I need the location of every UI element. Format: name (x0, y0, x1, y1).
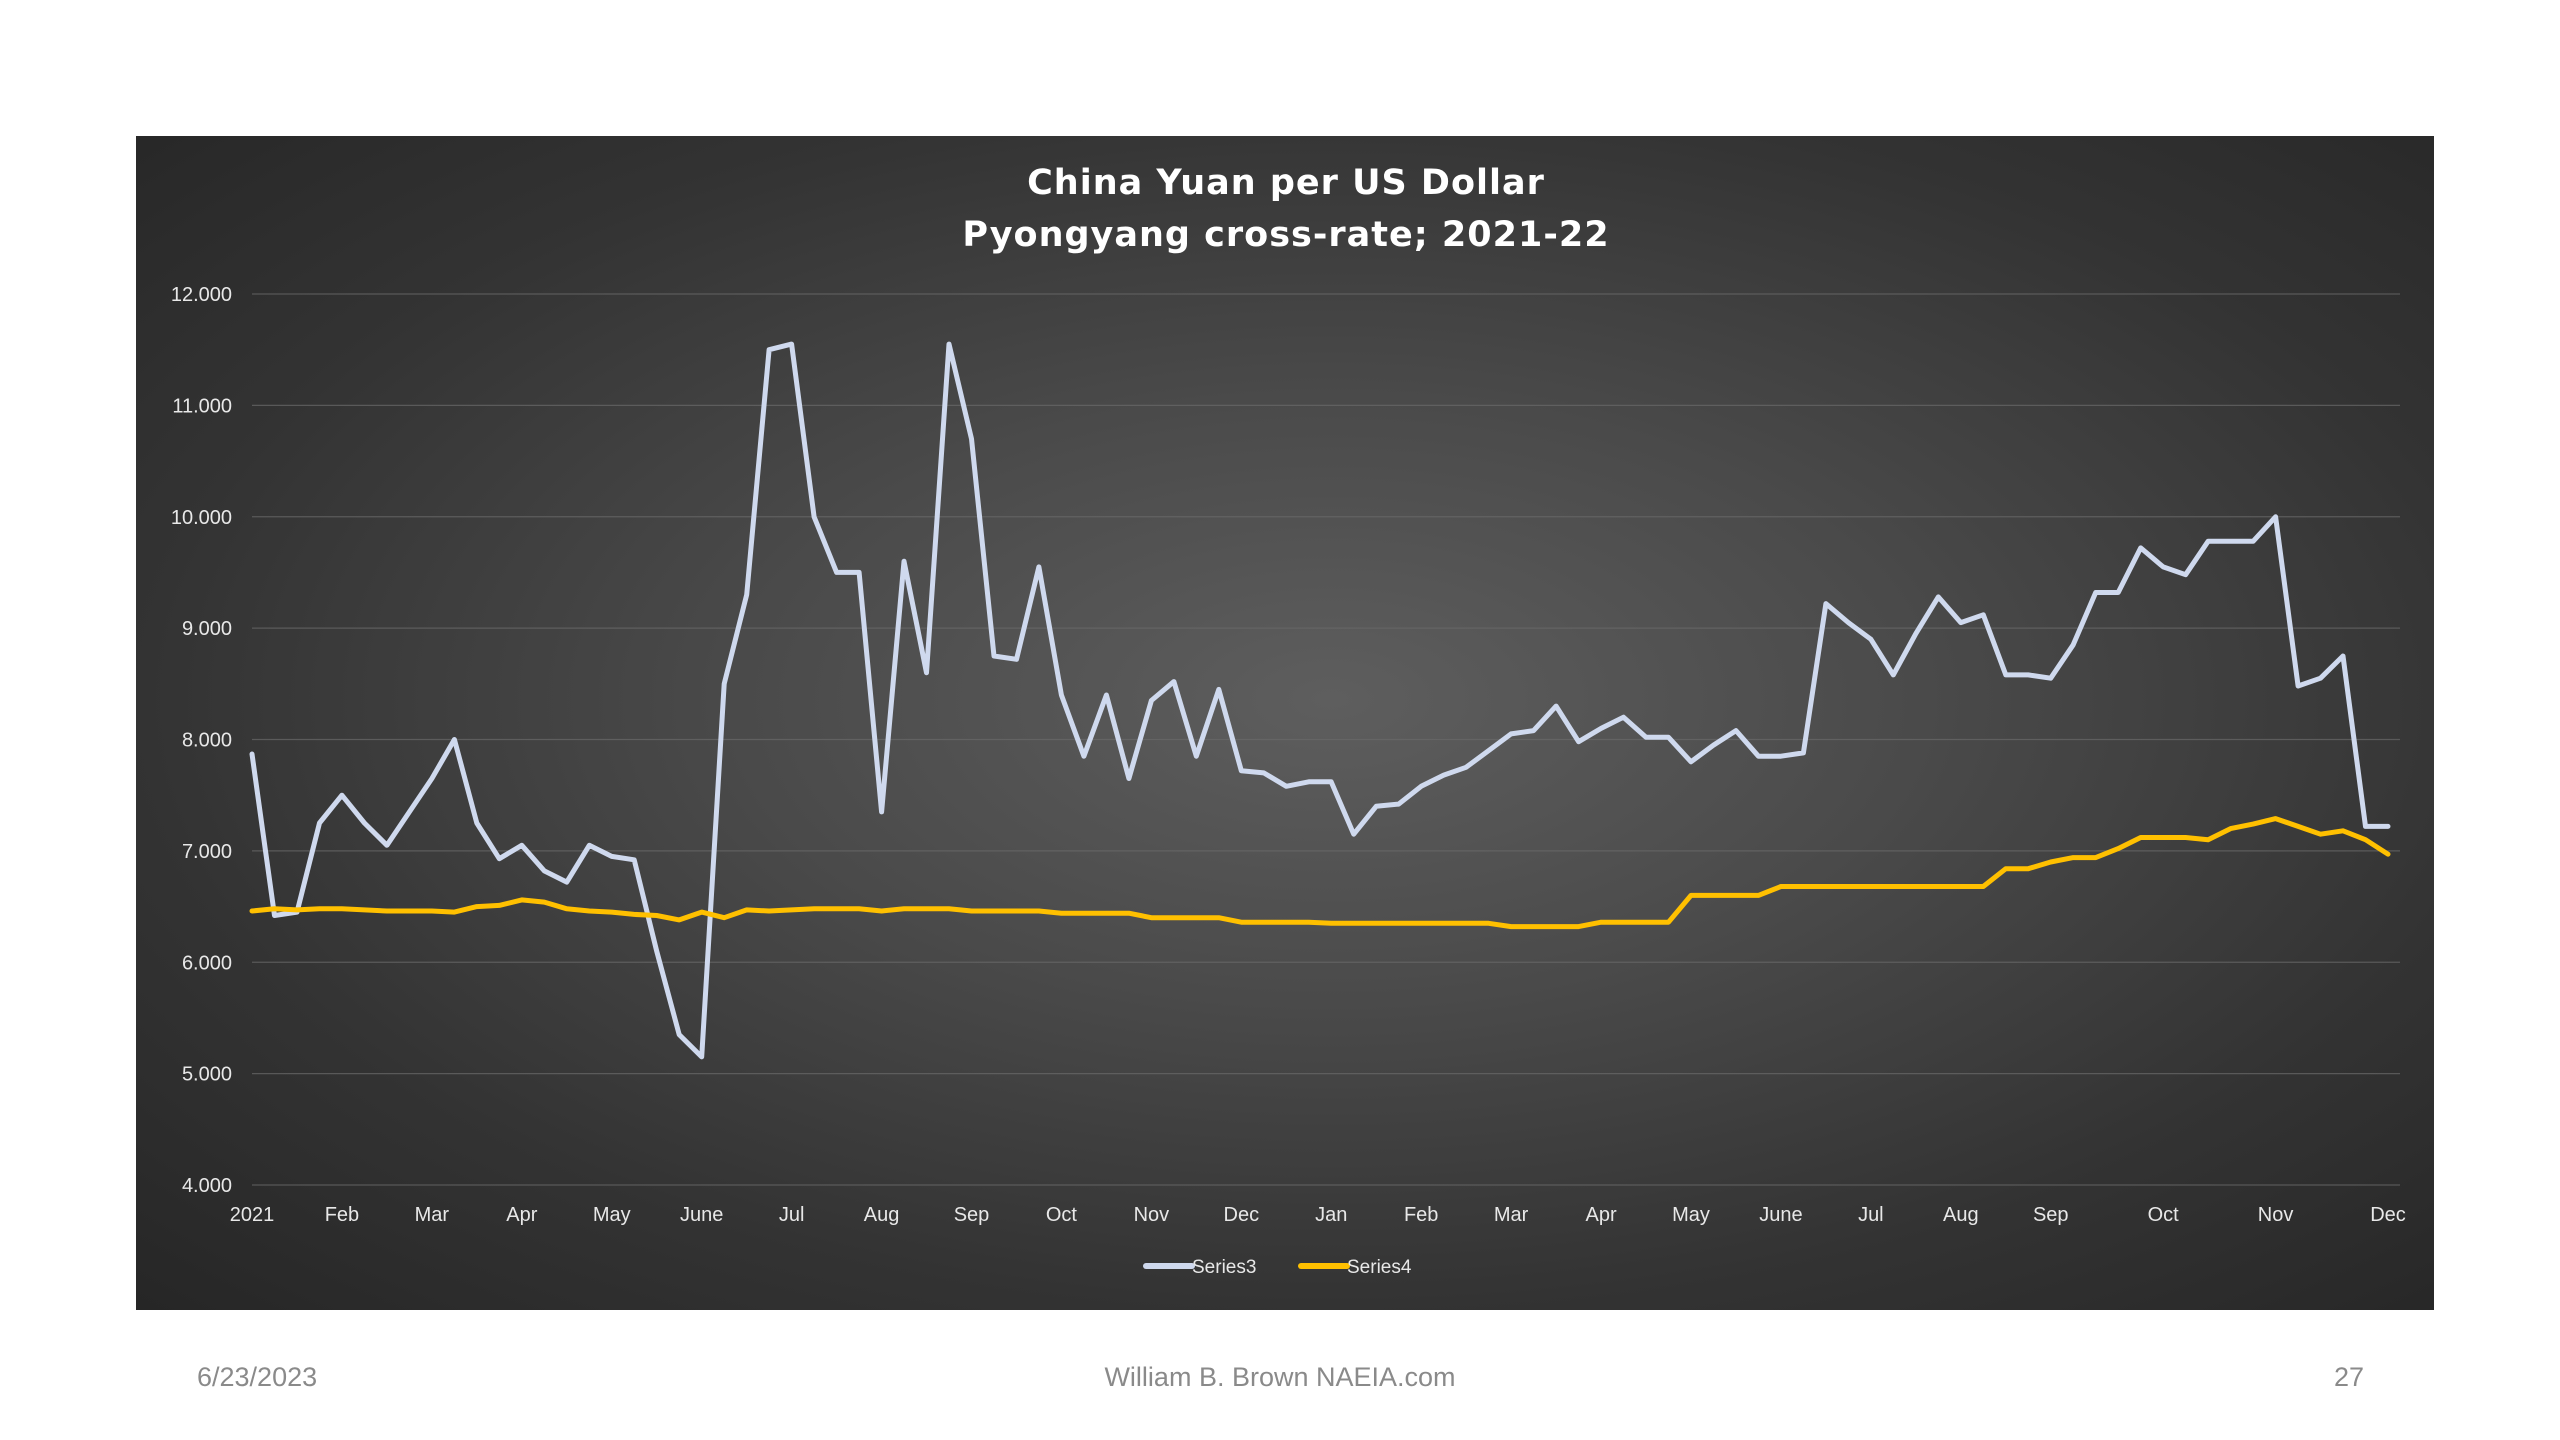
y-tick-label: 7.000 (182, 841, 232, 863)
gridlines (252, 293, 2400, 1186)
x-tick-label: Oct (1046, 1204, 1078, 1226)
x-axis-tick-labels: 2021 Feb Mar Apr May June Jul Aug Sep Oct Nov Dec Ja… (230, 1204, 2406, 1226)
y-tick-label: 11.000 (172, 395, 232, 417)
x-tick-label: Dec (1224, 1204, 1260, 1226)
chart-panel: 4.000 5.000 6.000 7.000 8.000 9.000 10.000 11.0… (136, 136, 2434, 1310)
footer-date: 6/23/2023 (197, 1362, 318, 1392)
x-tick-label: Jul (779, 1204, 805, 1226)
x-tick-label: Oct (2148, 1204, 2180, 1226)
footer-author: William B. Brown NAEIA.com (1104, 1362, 1456, 1392)
x-tick-label: Jul (1858, 1204, 1884, 1226)
chart-title-line-1: China Yuan per US Dollar (1027, 163, 1545, 203)
chart-title-line-2: Pyongyang cross-rate; 2021-22 (962, 215, 1609, 255)
x-tick-label: May (593, 1204, 631, 1226)
x-tick-label: Nov (2258, 1204, 2294, 1226)
x-tick-label: Aug (864, 1204, 900, 1226)
line-chart: 4.000 5.000 6.000 7.000 8.000 9.000 10.000 11.0… (171, 163, 2406, 1278)
series-lines (249, 341, 2391, 1060)
y-axis-tick-labels: 4.000 5.000 6.000 7.000 8.000 9.000 10.000 11.0… (171, 284, 232, 1197)
x-tick-label: Feb (325, 1204, 359, 1226)
footer-page-number: 27 (2333, 1362, 2364, 1392)
y-tick-label: 9.000 (182, 618, 232, 640)
x-tick-label: Nov (1134, 1204, 1170, 1226)
y-tick-label: 12.000 (171, 284, 232, 306)
legend-label-series4: Series4 (1347, 1257, 1412, 1278)
x-tick-label: Feb (1404, 1204, 1438, 1226)
x-tick-label: June (1759, 1204, 1802, 1226)
x-tick-label: Sep (954, 1204, 990, 1226)
x-tick-label: Jan (1315, 1204, 1347, 1226)
x-tick-label: Dec (2370, 1204, 2406, 1226)
legend: Series3 Series4 (1143, 1257, 1412, 1278)
legend-label-series3: Series3 (1192, 1257, 1256, 1278)
y-tick-label: 5.000 (182, 1064, 232, 1086)
chart-title: China Yuan per US Dollar Pyongyang cross-… (962, 163, 1609, 255)
x-tick-label: Sep (2033, 1204, 2069, 1226)
x-tick-label: Apr (506, 1204, 537, 1226)
series-line-series4 (249, 816, 2391, 930)
series-line-series3 (249, 341, 2391, 1060)
x-tick-label: Apr (1585, 1204, 1616, 1226)
y-tick-label: 8.000 (182, 730, 232, 752)
y-tick-label: 4.000 (182, 1175, 232, 1197)
x-tick-label: Mar (1494, 1204, 1529, 1226)
y-tick-label: 6.000 (182, 952, 232, 974)
x-tick-label: 2021 (230, 1204, 275, 1226)
y-tick-label: 10.000 (171, 507, 232, 529)
x-tick-label: June (680, 1204, 723, 1226)
x-tick-label: May (1672, 1204, 1710, 1226)
x-tick-label: Aug (1943, 1204, 1979, 1226)
x-tick-label: Mar (415, 1204, 450, 1226)
